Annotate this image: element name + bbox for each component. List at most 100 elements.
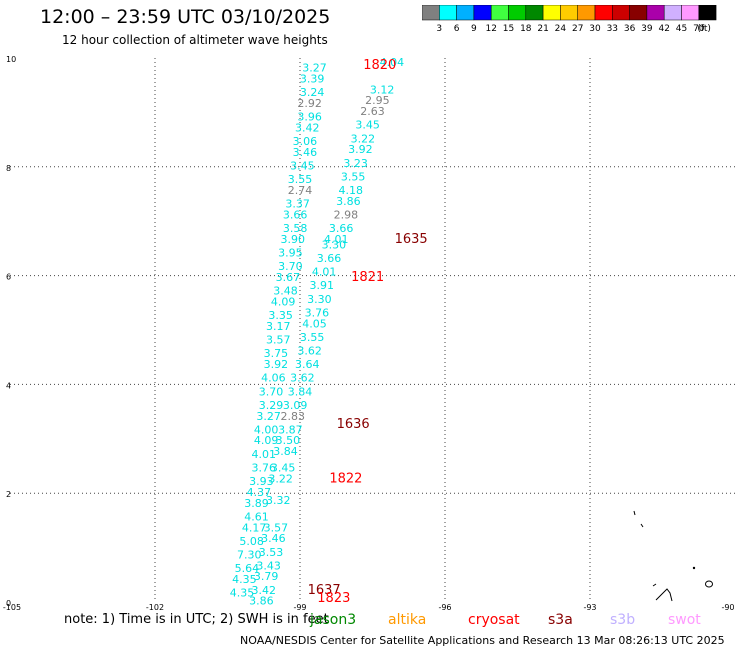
- mission-label-jason3: jason3: [310, 612, 357, 628]
- wave-height-label: 3.53: [259, 546, 284, 559]
- x-tick-label: -102: [146, 603, 164, 612]
- chart-title: 12:00 – 23:59 UTC 03/10/2025: [40, 6, 331, 28]
- wave-height-label: 3.17: [266, 320, 291, 333]
- wave-height-label: 3.86: [336, 195, 361, 208]
- wave-height-label: 3.42: [295, 121, 320, 134]
- wave-height-label: 3.57: [266, 334, 291, 347]
- wave-height-label: 3.23: [343, 157, 368, 170]
- mission-label-s3b: s3b: [610, 612, 636, 628]
- wave-height-label: 3.30: [307, 293, 332, 306]
- wave-height-label: 3.55: [288, 173, 313, 186]
- wave-height-label: 4.35: [232, 573, 257, 586]
- wave-height-label: 4.09: [254, 434, 279, 447]
- x-tick-label: -96: [438, 603, 451, 612]
- y-tick-label: 2: [6, 490, 11, 499]
- wave-height-label: 3.75: [264, 347, 289, 360]
- x-tick-label: -90: [721, 603, 734, 612]
- wave-height-label: 3.06: [293, 135, 318, 148]
- wave-height-label: 4.05: [302, 317, 327, 330]
- wave-height-label: 3.27: [256, 410, 281, 423]
- wave-height-label: 3.70: [259, 385, 284, 398]
- mission-label-cryosat: cryosat: [468, 612, 520, 628]
- wave-height-label: 4.00: [254, 423, 279, 436]
- wave-height-label: 3.93: [249, 475, 274, 488]
- wave-height-label: 4.01: [312, 266, 337, 279]
- wave-height-label: 3.39: [300, 72, 325, 85]
- wave-height-label: 3.66: [317, 252, 342, 265]
- mission-legend: jason3 altika cryosat s3a s3b swot: [310, 612, 730, 630]
- wave-height-label: 3.70: [278, 260, 303, 273]
- wave-height-label: 4.35: [230, 587, 255, 600]
- wave-height-label: 2.63: [360, 105, 385, 118]
- wave-height-label: 3.46: [293, 146, 318, 159]
- coastline: [633, 510, 673, 602]
- y-tick-label: 0: [6, 599, 11, 608]
- legend-label: 3: [436, 24, 442, 34]
- x-tick-label: -105: [3, 603, 21, 612]
- wave-height-label: 3.90: [281, 233, 306, 246]
- y-tick-label: 8: [6, 164, 11, 173]
- wave-height-label: 4.18: [339, 184, 364, 197]
- mission-label-swot: swot: [668, 612, 701, 628]
- wave-height-label: 3.57: [264, 521, 289, 534]
- wave-height-label: 3.91: [310, 279, 335, 292]
- wave-height-label: 3.84: [273, 445, 298, 458]
- credit-line: NOAA/NESDIS Center for Satellite Applica…: [240, 634, 725, 647]
- legend-label: 33: [607, 24, 618, 34]
- wave-height-label: 3.87: [278, 423, 303, 436]
- wave-height-label: 4.01: [324, 233, 349, 246]
- legend-label: 12: [485, 24, 496, 34]
- wave-height-label: 4.06: [261, 372, 286, 385]
- wave-height-label: 3.37: [285, 198, 310, 211]
- wave-height-label: 3.09: [283, 399, 308, 412]
- x-tick-label: -93: [583, 603, 596, 612]
- wave-height-label: 3.58: [283, 222, 308, 235]
- wave-height-label: 3.24: [300, 86, 325, 99]
- wave-height-label: 3.96: [297, 111, 322, 124]
- y-tick-label: 10: [6, 55, 16, 64]
- y-tick-label: 6: [6, 273, 11, 282]
- pass-time-label: 1635: [395, 232, 428, 247]
- wave-height-label: 3.67: [276, 271, 301, 284]
- island-dot: [692, 566, 696, 570]
- pass-time-label: 1820: [363, 58, 396, 73]
- wave-height-label: 3.22: [268, 472, 293, 485]
- wave-height-label: 7.30: [237, 548, 262, 561]
- mission-label-s3a: s3a: [548, 612, 573, 628]
- footnote: note: 1) Time is in UTC; 2) SWH is in fe…: [64, 612, 329, 627]
- island-outline: [705, 580, 713, 588]
- pass-time-label: 1823: [317, 591, 350, 606]
- wave-height-label: 2.98: [334, 208, 359, 221]
- wave-height-label: 4.17: [242, 521, 267, 534]
- legend-unit: (ft): [697, 24, 711, 34]
- pass-time-label: 1637: [308, 583, 341, 598]
- wave-height-label: 3.12: [370, 83, 395, 96]
- wave-height-label: 3.86: [249, 595, 274, 608]
- wave-height-label: 4.37: [247, 486, 272, 499]
- wave-height-label: 3.84: [288, 385, 313, 398]
- legend-label: 9: [471, 24, 477, 34]
- wave-height-label: 3.45: [271, 461, 296, 474]
- wave-height-label: 3.92: [264, 358, 289, 371]
- wave-height-label: 4.04: [380, 56, 405, 69]
- wave-height-label: 3.22: [351, 132, 376, 145]
- wave-height-label: 3.45: [355, 119, 380, 132]
- wave-height-label: 3.55: [300, 331, 325, 344]
- wave-height-label: 3.89: [244, 497, 269, 510]
- wave-height-label: 4.01: [252, 448, 277, 461]
- wave-height-label: 3.62: [290, 372, 315, 385]
- wave-height-label: 3.45: [290, 160, 315, 173]
- wave-height-label: 3.95: [278, 247, 303, 260]
- wave-height-label: 3.29: [259, 399, 284, 412]
- legend-label: 45: [676, 24, 687, 34]
- wave-height-label: 5.08: [239, 535, 264, 548]
- pass-time-label: 1636: [337, 417, 370, 432]
- wave-height-label: 3.79: [254, 570, 279, 583]
- pass-time-label: 1822: [329, 471, 362, 486]
- legend-label: 15: [503, 24, 514, 34]
- wave-height-label: 3.30: [322, 238, 347, 251]
- wave-height-label: 3.35: [268, 309, 293, 322]
- wave-height-label: 3.66: [283, 208, 308, 221]
- wave-height-label: 3.66: [329, 222, 354, 235]
